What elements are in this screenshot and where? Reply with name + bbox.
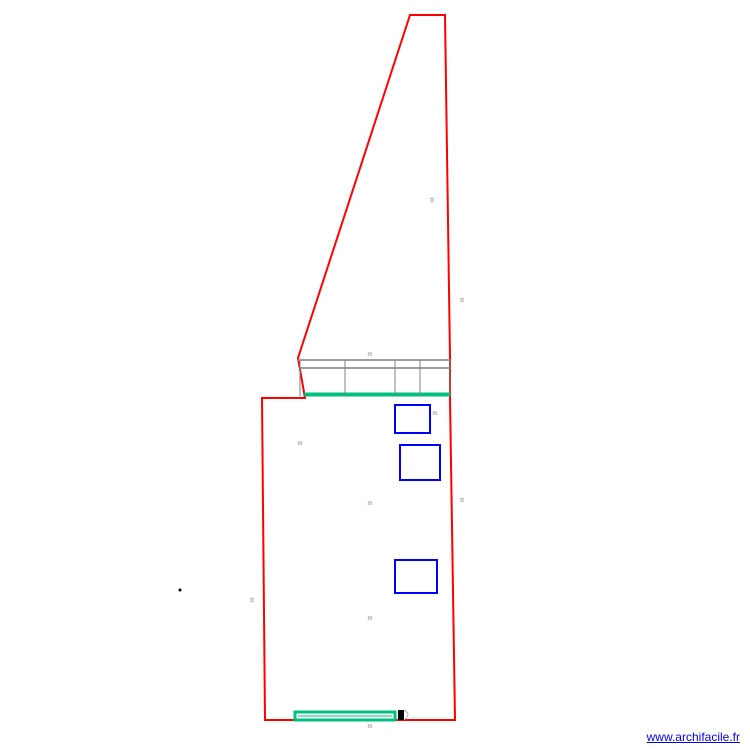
dim-label-7: m [298,441,303,447]
dim-label-4: m [368,352,373,358]
dim-label-6: m [368,616,373,622]
watermark-link[interactable]: www.archifacile.fr [647,730,740,744]
floor-plan-drawing: m m m m m m m m m m [0,0,750,750]
dim-label-2: m [458,498,464,503]
dim-label-1: m [458,298,464,303]
reference-dot [179,589,182,592]
dim-label-8: m [433,411,438,417]
post-marker [398,710,404,720]
dim-label-5: m [368,501,373,507]
dim-label-9: m [368,724,373,730]
dim-label-3: m [248,598,254,603]
dim-label-0: m [428,198,434,203]
